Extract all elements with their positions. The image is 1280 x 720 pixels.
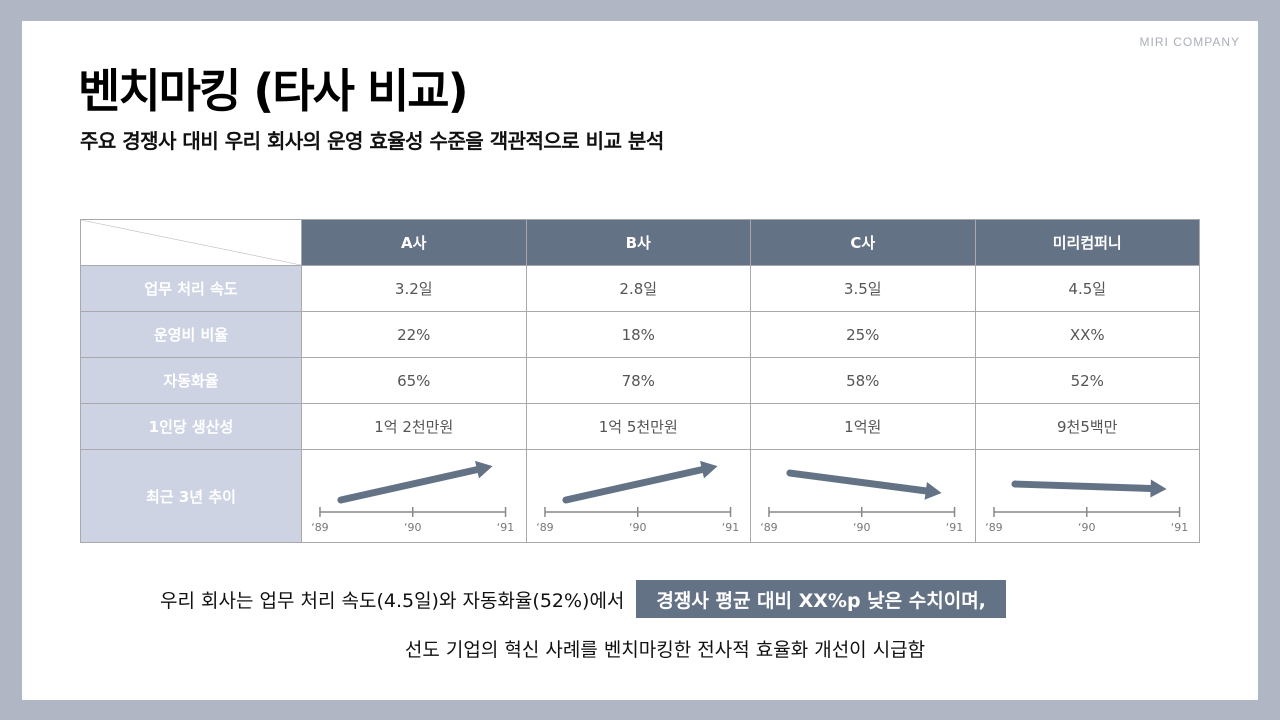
table-row: 업무 처리 속도 3.2일 2.8일 3.5일 4.5일	[80, 265, 1200, 312]
axis-tick-label: ‘91	[1170, 521, 1187, 534]
table-cell: 1억 5천만원	[525, 403, 751, 450]
axis-tick-label: ‘89	[311, 521, 328, 534]
column-header: B사	[525, 219, 751, 266]
table-cell: 1억 2천만원	[301, 403, 527, 450]
trend-cell: ‘89 ‘90 ‘91	[750, 449, 976, 543]
table-cell: 3.2일	[301, 265, 527, 312]
table-cell: 52%	[974, 357, 1200, 404]
benchmark-table: A사 B사 C사 미리컴퍼니 업무 처리 속도 3.2일 2.8일 3.5일 4.5일 운…	[80, 219, 1200, 543]
trend-row: 최근 3년 추이 ‘89 ‘90 ‘91 ‘89 ‘90 ‘91 ‘89 ‘90…	[80, 449, 1200, 543]
trend-arrow-shaft	[786, 469, 930, 495]
row-header: 업무 처리 속도	[80, 265, 302, 312]
trend-arrow-shaft	[1010, 480, 1154, 492]
axis-tick-label: ‘89	[985, 521, 1002, 534]
row-header: 자동화율	[80, 357, 302, 404]
table-cell: 1억원	[750, 403, 976, 450]
brand-label: MIRI COMPANY	[1139, 35, 1240, 49]
axis-tick-label: ‘91	[497, 521, 514, 534]
column-header: A사	[301, 219, 527, 266]
table-cell: 18%	[525, 311, 751, 358]
slide: MIRI COMPANY 벤치마킹 (타사 비교) 주요 경쟁사 대비 우리 회…	[22, 21, 1258, 700]
trend-cell: ‘89 ‘90 ‘91	[301, 449, 527, 543]
axis-tick-label: ‘91	[721, 521, 738, 534]
row-header: 1인당 생산성	[80, 403, 302, 450]
table-row: 1인당 생산성 1억 2천만원 1억 5천만원 1억원 9천5백만	[80, 403, 1200, 450]
trend-cell: ‘89 ‘90 ‘91	[525, 449, 751, 543]
trend-arrow-shaft	[337, 466, 481, 504]
footer-highlight: 경쟁사 평균 대비 XX%p 낮은 수치이며,	[636, 580, 1006, 618]
table-row: 자동화율 65% 78% 58% 52%	[80, 357, 1200, 404]
footer-text: 우리 회사는 업무 처리 속도(4.5일)와 자동화율(52%)에서	[160, 589, 625, 612]
axis-tick-label: ‘89	[760, 521, 777, 534]
table-cell: 25%	[750, 311, 976, 358]
table-cell: XX%	[974, 311, 1200, 358]
trend-chart: ‘89 ‘90 ‘91	[985, 479, 1188, 534]
axis-tick-label: ‘89	[536, 521, 553, 534]
trend-cell: ‘89 ‘90 ‘91	[974, 449, 1200, 543]
axis-tick-label: ‘91	[946, 521, 963, 534]
footer-line-1: 우리 회사는 업무 처리 속도(4.5일)와 자동화율(52%)에서 경쟁사 평…	[160, 580, 1006, 618]
table-cell: 4.5일	[974, 265, 1200, 312]
page-subtitle: 주요 경쟁사 대비 우리 회사의 운영 효율성 수준을 객관적으로 비교 분석	[80, 129, 664, 153]
table-cell: 22%	[301, 311, 527, 358]
column-header: C사	[750, 219, 976, 266]
trend-arrow-head	[475, 460, 493, 479]
table-cell: 2.8일	[525, 265, 751, 312]
page-title: 벤치마킹 (타사 비교)	[78, 64, 469, 118]
axis-tick-label: ‘90	[853, 521, 870, 534]
row-header: 최근 3년 추이	[80, 449, 302, 543]
footer-line-2: 선도 기업의 혁신 사례를 벤치마킹한 전사적 효율화 개선이 시급함	[404, 639, 926, 661]
trend-arrow-head	[924, 481, 942, 500]
table-cell: 9천5백만	[974, 403, 1200, 450]
table-row: 운영비 비율 22% 18% 25% XX%	[80, 311, 1200, 358]
trend-chart: ‘89 ‘90 ‘91	[536, 460, 739, 534]
trend-arrow-shaft	[561, 466, 705, 504]
corner-cell	[80, 219, 302, 266]
trend-arrow-head	[699, 460, 718, 479]
row-header: 운영비 비율	[80, 311, 302, 358]
axis-tick-label: ‘90	[404, 521, 421, 534]
table-cell: 78%	[525, 357, 751, 404]
axis-tick-label: ‘90	[1078, 521, 1095, 534]
trend-arrow-head	[1149, 479, 1167, 498]
table-cell: 65%	[301, 357, 527, 404]
table-cell: 58%	[750, 357, 976, 404]
trend-chart: ‘89 ‘90 ‘91	[760, 469, 963, 534]
table-cell: 3.5일	[750, 265, 976, 312]
column-header: 미리컴퍼니	[974, 219, 1200, 266]
trend-chart: ‘89 ‘90 ‘91	[311, 460, 514, 534]
axis-tick-label: ‘90	[629, 521, 646, 534]
